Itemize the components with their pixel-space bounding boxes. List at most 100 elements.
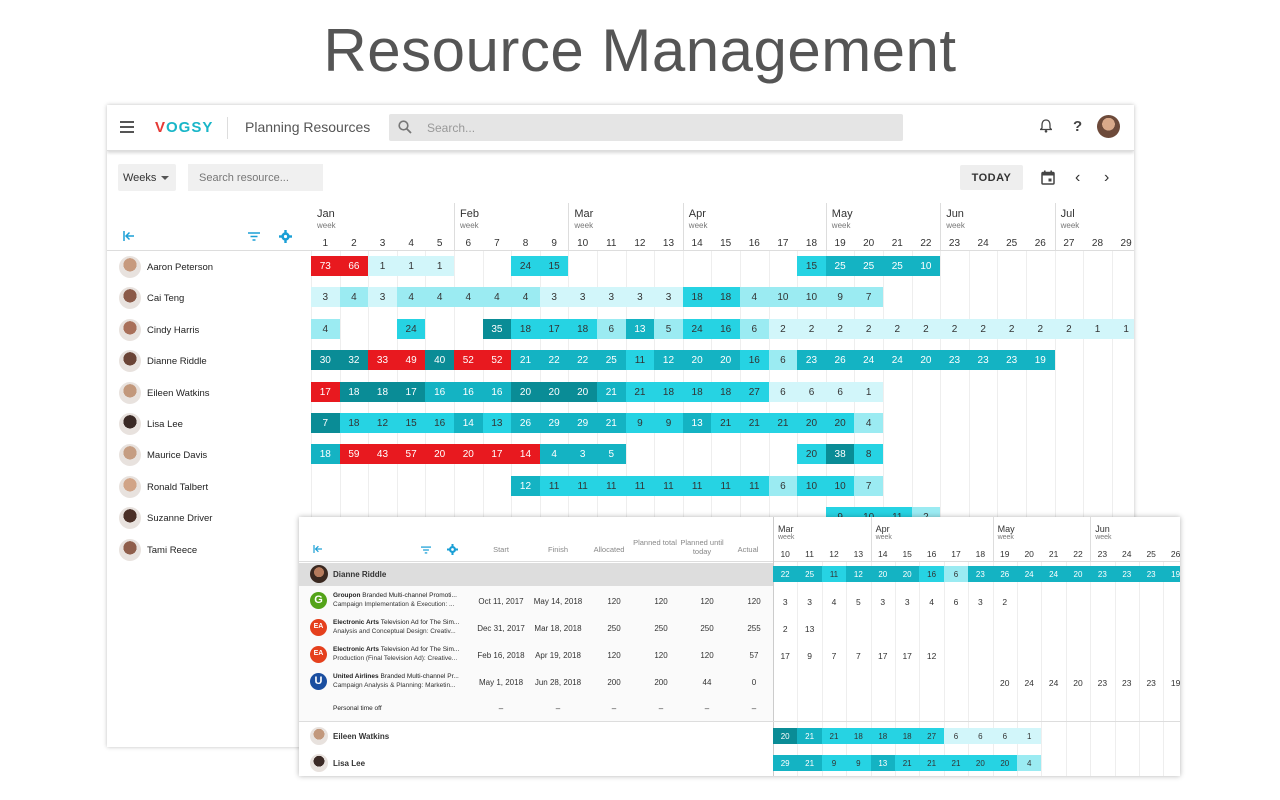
allocation-cell[interactable]: 21 [511,350,540,371]
allocation-cell[interactable]: 38 [825,444,855,465]
project-row[interactable]: U United Airlines Branded Multi-channel P… [299,668,773,695]
allocation-cell[interactable]: 9 [846,755,871,771]
allocation-cell[interactable]: 30 [311,350,340,371]
allocation-cell[interactable]: 26 [511,413,540,433]
allocation-cell[interactable]: 49 [396,350,426,371]
global-search[interactable]: Search... [389,114,903,141]
allocation-cell[interactable]: 13 [870,755,895,771]
project-row[interactable]: EA Electronic Arts Television Ad for The … [299,614,773,641]
personal-time-off-row[interactable]: Personal time off – – – – – – [299,695,773,722]
filter-icon[interactable] [421,546,431,554]
allocation-cell[interactable]: 66 [339,256,369,276]
resource-row[interactable]: Lisa Lee [107,408,311,439]
allocation-cell[interactable]: 22 [539,350,569,371]
allocation-cell[interactable]: 4 [854,413,883,433]
allocation-cell[interactable]: 21 [821,728,847,744]
allocation-cell[interactable]: 20 [968,755,993,771]
resource-row[interactable]: Lisa Lee [299,749,773,776]
resource-row[interactable]: Aaron Peterson [107,251,311,282]
allocation-cell[interactable]: 18 [511,318,540,339]
allocation-cell[interactable]: 10 [768,287,798,308]
period-select[interactable]: Weeks [118,164,176,191]
allocation-cell[interactable]: 10 [825,475,855,496]
allocation-cell[interactable]: 2 [797,318,826,339]
allocation-cell[interactable]: 1 [1017,728,1042,744]
allocation-cell[interactable]: 1 [425,256,454,276]
allocation-cell[interactable]: 1 [1083,318,1112,339]
allocation-cell[interactable]: 4 [454,287,483,308]
resource-row[interactable]: Cai Teng [107,282,311,313]
allocation-cell[interactable]: 23 [968,350,998,371]
allocation-cell[interactable]: 3 [625,287,655,308]
allocation-cell[interactable]: 25 [797,566,822,582]
allocation-cell[interactable]: 9 [825,287,855,308]
allocation-cell[interactable]: 9 [654,413,683,433]
allocation-cell[interactable]: 6 [768,350,798,371]
allocation-cell[interactable]: 15 [396,413,426,433]
allocation-cell[interactable]: 11 [568,475,597,496]
allocation-cell[interactable]: 6 [797,381,826,402]
allocation-cell[interactable]: 21 [943,755,969,771]
allocation-cell[interactable]: 20 [825,413,855,433]
allocation-cell[interactable]: 24 [1041,566,1066,582]
help-icon[interactable]: ? [1073,118,1083,135]
allocation-cell[interactable]: 15 [539,256,569,276]
allocation-cell[interactable]: 52 [454,350,483,371]
allocation-cell[interactable]: 3 [368,287,397,308]
allocation-cell[interactable]: 7 [854,287,883,308]
allocation-cell[interactable]: 12 [368,413,397,433]
allocation-cell[interactable]: 16 [425,413,454,433]
allocation-cell[interactable]: 27 [919,728,944,744]
allocation-cell[interactable]: 11 [654,475,683,496]
allocation-cell[interactable]: 11 [740,475,769,496]
allocation-cell[interactable]: 20 [911,350,941,371]
allocation-cell[interactable]: 23 [1090,566,1115,582]
allocation-cell[interactable]: 3 [568,287,597,308]
allocation-cell[interactable]: 1 [368,256,397,276]
allocation-cell[interactable]: 25 [825,256,855,276]
filter-icon[interactable] [248,232,260,241]
resource-row[interactable]: Eileen Watkins [299,722,773,749]
collapse-icon[interactable] [313,545,323,553]
allocation-cell[interactable]: 24 [682,318,712,339]
allocation-cell[interactable]: 4 [1017,755,1042,771]
allocation-cell[interactable]: 6 [768,381,798,402]
allocation-cell[interactable]: 17 [539,318,569,339]
allocation-cell[interactable]: 20 [797,413,826,433]
allocation-cell[interactable]: 29 [773,755,798,771]
allocation-cell[interactable]: 11 [539,475,569,496]
allocation-cell[interactable]: 2 [997,318,1026,339]
allocation-cell[interactable]: 18 [339,413,369,433]
allocation-cell[interactable]: 17 [311,381,340,402]
allocation-cell[interactable]: 4 [339,287,369,308]
allocation-cell[interactable]: 26 [992,566,1017,582]
allocation-cell[interactable]: 4 [740,287,769,308]
allocation-cell[interactable]: 12 [511,475,540,496]
allocation-cell[interactable]: 21 [711,413,740,433]
allocation-cell[interactable]: 13 [682,413,712,433]
allocation-cell[interactable]: 6 [943,566,969,582]
allocation-cell[interactable]: 40 [425,350,454,371]
allocation-cell[interactable]: 23 [797,350,826,371]
allocation-cell[interactable]: 23 [997,350,1026,371]
allocation-cell[interactable]: 73 [311,256,340,276]
allocation-cell[interactable]: 2 [825,318,855,339]
allocation-cell[interactable]: 3 [654,287,683,308]
allocation-cell[interactable]: 12 [654,350,683,371]
allocation-cell[interactable]: 22 [568,350,597,371]
allocation-cell[interactable]: 16 [919,566,944,582]
allocation-cell[interactable]: 43 [368,444,397,465]
allocation-cell[interactable]: 10 [797,287,826,308]
allocation-cell[interactable]: 18 [368,381,397,402]
allocation-cell[interactable]: 3 [539,287,569,308]
allocation-cell[interactable]: 20 [711,350,740,371]
allocation-cell[interactable]: 21 [768,413,798,433]
allocation-cell[interactable]: 16 [711,318,740,339]
allocation-cell[interactable]: 2 [940,318,969,339]
allocation-cell[interactable]: 25 [597,350,626,371]
allocation-cell[interactable]: 18 [311,444,340,465]
allocation-cell[interactable]: 2 [911,318,941,339]
allocation-cell[interactable]: 57 [396,444,426,465]
allocation-cell[interactable]: 6 [740,318,769,339]
allocation-cell[interactable]: 2 [1026,318,1055,339]
